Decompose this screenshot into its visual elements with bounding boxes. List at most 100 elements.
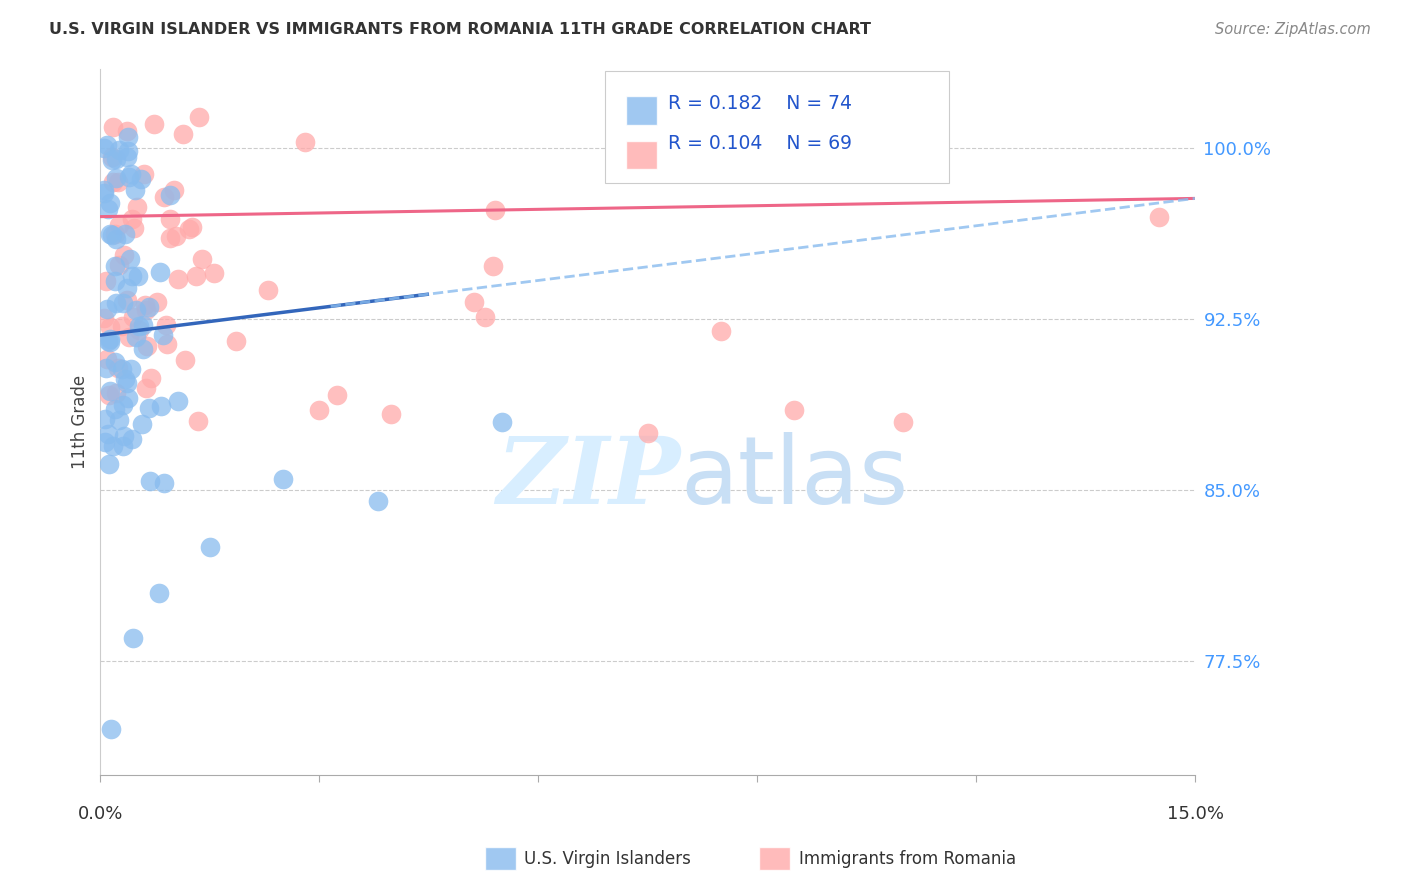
Point (134, 298, 156, 312)
Point (129, 172, 152, 186)
Point (117, 281, 139, 295)
Point (93, 141, 115, 155)
Point (98, 457, 121, 471)
Point (98, 334, 121, 349)
Point (104, 355, 127, 369)
Point (112, 429, 135, 443)
Text: 0.0%: 0.0% (77, 805, 124, 823)
Point (97, 427, 120, 442)
Point (104, 227, 127, 241)
Point (98, 227, 121, 241)
Point (107, 361, 129, 376)
Point (93, 311, 115, 326)
Point (117, 150, 139, 164)
Text: 15.0%: 15.0% (1167, 805, 1223, 823)
Point (111, 362, 134, 376)
Point (111, 439, 134, 453)
Point (139, 371, 162, 385)
Point (202, 267, 225, 281)
Point (104, 401, 127, 416)
Point (153, 476, 176, 491)
Point (108, 143, 131, 157)
Point (167, 272, 190, 286)
Text: U.S. Virgin Islanders: U.S. Virgin Islanders (524, 850, 692, 868)
Point (128, 319, 150, 334)
Point (94, 412, 117, 426)
Point (380, 407, 402, 421)
Point (122, 631, 145, 645)
Point (115, 293, 138, 308)
Point (105, 296, 128, 310)
Point (139, 474, 162, 488)
Point (187, 414, 209, 428)
Point (120, 167, 142, 181)
Point (121, 212, 143, 227)
Point (114, 372, 136, 386)
Point (120, 362, 142, 376)
Point (104, 386, 127, 401)
Point (172, 128, 194, 142)
Point (97, 334, 120, 348)
Point (159, 212, 181, 227)
Point (107, 175, 129, 189)
Point (105, 170, 128, 185)
Point (101, 153, 124, 167)
Point (103, 175, 125, 189)
Point (163, 183, 186, 197)
Point (225, 334, 247, 348)
Point (101, 439, 124, 453)
Point (198, 540, 221, 554)
Point (153, 190, 176, 204)
Point (1147, 210, 1170, 224)
Point (127, 268, 149, 283)
Point (155, 318, 177, 333)
Point (135, 303, 157, 318)
Point (710, 324, 733, 338)
Point (132, 318, 155, 332)
Point (156, 336, 179, 351)
Point (105, 231, 128, 245)
Point (112, 296, 135, 310)
Point (783, 403, 806, 417)
Point (127, 200, 149, 214)
Text: R = 0.182    N = 74: R = 0.182 N = 74 (668, 94, 852, 112)
Point (94, 435, 117, 450)
Point (187, 110, 209, 124)
Point (103, 260, 125, 274)
Point (159, 231, 181, 245)
Point (93, 183, 115, 197)
Point (165, 229, 187, 244)
Point (184, 268, 207, 283)
Point (120, 252, 142, 266)
Point (257, 283, 280, 297)
Point (118, 329, 141, 343)
Point (94, 360, 117, 375)
Point (173, 353, 195, 368)
Point (484, 202, 506, 217)
Point (117, 392, 139, 406)
Point (463, 295, 485, 310)
Text: Immigrants from Romania: Immigrants from Romania (799, 850, 1015, 868)
Point (367, 494, 389, 508)
Point (482, 259, 505, 273)
Point (149, 265, 172, 279)
Point (115, 123, 138, 137)
Text: Source: ZipAtlas.com: Source: ZipAtlas.com (1215, 22, 1371, 37)
Point (180, 219, 202, 234)
Point (134, 167, 156, 181)
Point (128, 323, 150, 337)
Text: ZIP: ZIP (496, 434, 681, 524)
Point (105, 153, 128, 167)
Point (100, 723, 122, 737)
Point (96, 137, 118, 152)
Point (97, 387, 120, 401)
Y-axis label: 11th Grade: 11th Grade (72, 375, 89, 469)
Point (103, 120, 125, 135)
Point (166, 393, 188, 408)
Point (136, 339, 159, 353)
Point (111, 318, 134, 333)
Point (191, 252, 214, 267)
Point (159, 187, 181, 202)
Point (125, 303, 148, 318)
Point (125, 330, 148, 344)
